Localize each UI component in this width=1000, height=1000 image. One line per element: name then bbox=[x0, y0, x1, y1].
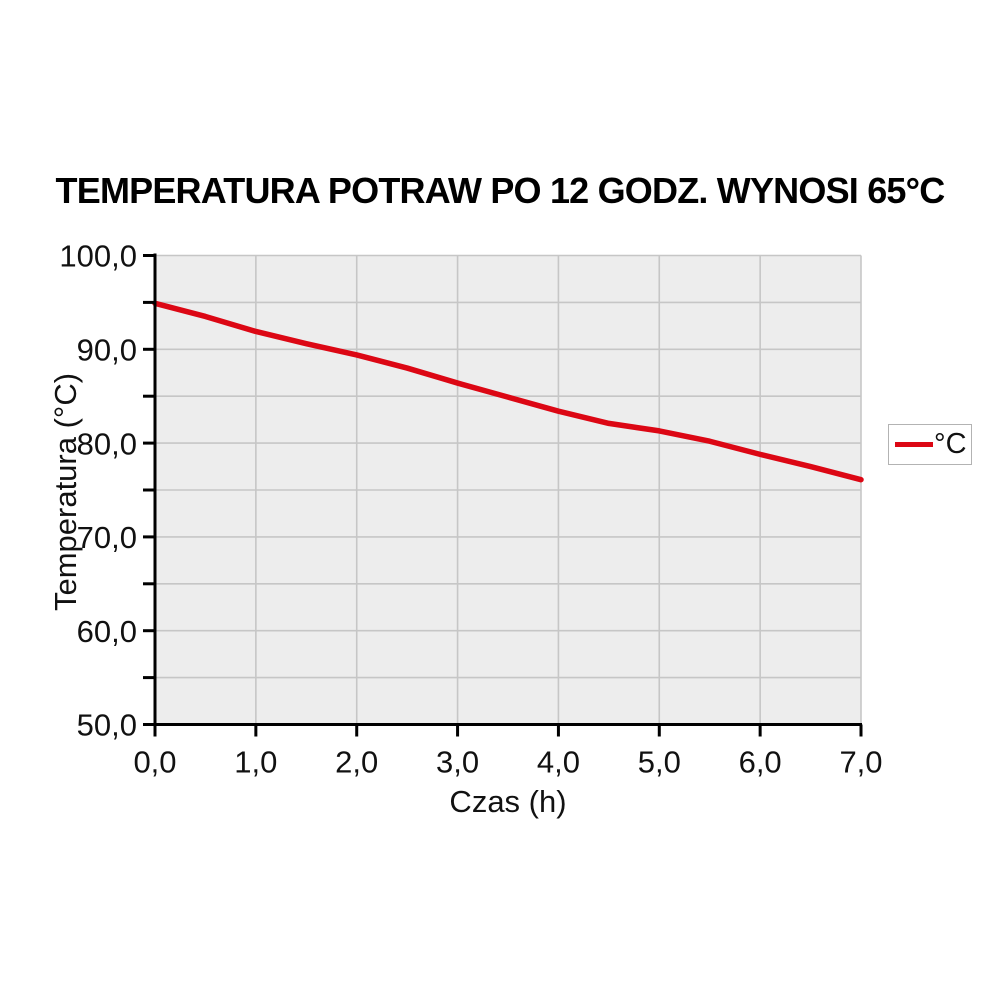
x-tick-label: 5,0 bbox=[638, 745, 681, 780]
x-tick-label: 1,0 bbox=[234, 745, 277, 780]
x-axis-title: Czas (h) bbox=[449, 784, 567, 819]
y-tick-label: 100,0 bbox=[59, 239, 137, 274]
tick-marks bbox=[143, 254, 863, 737]
y-tick-label: 50,0 bbox=[77, 708, 137, 743]
legend-label: °C bbox=[934, 428, 967, 460]
y-tick-label: 90,0 bbox=[77, 332, 137, 367]
y-axis-title: Temperatura (°C) bbox=[48, 372, 83, 612]
y-tick-label: 60,0 bbox=[77, 614, 137, 649]
y-tick-label: 80,0 bbox=[77, 426, 137, 461]
y-tick-label: 70,0 bbox=[77, 520, 137, 555]
series-line bbox=[152, 300, 864, 483]
legend: °C bbox=[888, 424, 972, 465]
x-tick-label: 3,0 bbox=[436, 745, 479, 780]
x-tick-label: 2,0 bbox=[335, 745, 378, 780]
x-tick-label: 6,0 bbox=[739, 745, 782, 780]
x-tick-label: 7,0 bbox=[839, 745, 882, 780]
tick-labels: 50,0 60,0 70,0 80,0 90,0 100,0 0,0 1,0 2,0 3,0 4,0… bbox=[59, 239, 882, 780]
x-tick-label: 0,0 bbox=[133, 745, 176, 780]
series-lines bbox=[152, 300, 864, 483]
gridlines bbox=[155, 254, 862, 725]
x-tick-label: 4,0 bbox=[537, 745, 580, 780]
chart-title: TEMPERATURA POTRAW PO 12 GODZ. WYNOSI 65… bbox=[55, 170, 946, 211]
legend-line-swatch bbox=[895, 442, 933, 447]
